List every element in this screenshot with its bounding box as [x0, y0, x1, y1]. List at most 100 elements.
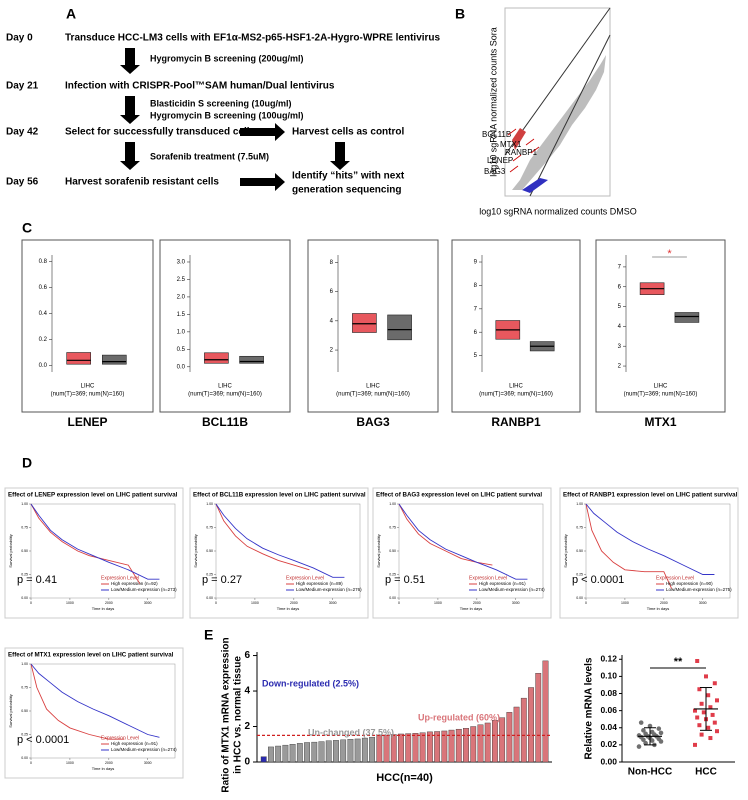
y-axis-label: Survival probability — [193, 534, 198, 568]
y-tick-label: 0.12 — [600, 654, 617, 664]
data-point — [697, 723, 702, 728]
survival-curve — [30, 663, 125, 740]
x-tick-label: 3000 — [144, 601, 152, 605]
chart-frame — [595, 239, 726, 413]
x-tick-label: 2000 — [290, 601, 298, 605]
x-tick-label: 1000 — [434, 601, 442, 605]
panel-label: B — [455, 6, 465, 22]
data-point — [712, 720, 717, 725]
y-tick-label: 0.75 — [576, 525, 583, 529]
gene-label: RANBP1 — [505, 148, 538, 157]
gene-name: RANBP1 — [491, 415, 541, 429]
survival-curve — [30, 663, 160, 738]
group-label: Down-regulated (2.5%) — [262, 678, 359, 688]
y-tick-label: 0.0 — [177, 364, 186, 370]
bar — [318, 741, 325, 763]
p-value: p = 0.51 — [385, 574, 425, 586]
y-tick-label: 4 — [618, 324, 622, 330]
gene-name: BCL11B — [202, 415, 248, 429]
data-point — [695, 715, 700, 720]
arrow — [120, 96, 140, 124]
x-axis-label: Time in days — [92, 766, 115, 771]
data-point — [693, 708, 697, 713]
treatment-text: Sorafenib treatment (7.5uM) — [150, 151, 269, 161]
chart-frame — [559, 487, 739, 619]
gene-pointer — [512, 154, 522, 162]
bar — [470, 726, 477, 763]
bar — [412, 733, 419, 763]
x-tick-label: 2000 — [105, 761, 113, 765]
chart-title: Effect of BCL11B expression level on LIH… — [193, 492, 366, 499]
box — [352, 313, 377, 333]
y-tick-label: 0.8 — [39, 259, 48, 265]
y-axis-label: Ratio of MTX1 mRNA expression — [221, 637, 232, 792]
y-axis-label: Survival probability — [563, 534, 568, 568]
count-label: (num(T)=369; num(N)=160) — [336, 392, 410, 398]
day-label: Day 0 — [6, 33, 33, 44]
gene-name: MTX1 — [644, 415, 676, 429]
cohort-label: LIHC — [654, 384, 668, 390]
x-tick-label: 3000 — [699, 601, 707, 605]
legend-title: Expression Level — [469, 575, 507, 581]
data-point — [695, 658, 700, 663]
data-point — [697, 687, 702, 692]
x-tick-label: 0 — [30, 761, 32, 765]
bar — [398, 733, 404, 763]
p-value: p < 0.0001 — [17, 734, 69, 746]
x-tick-label: 1000 — [251, 601, 259, 605]
y-tick-label: 0.08 — [600, 688, 617, 698]
cohort-label: LIHC — [81, 384, 95, 390]
y-tick-label: 2 — [330, 348, 334, 354]
y-tick-label: 6 — [474, 330, 478, 336]
box — [674, 312, 700, 323]
data-point — [656, 726, 662, 731]
y-axis-label: log10 sgRNA normalized counts Sora — [488, 27, 498, 177]
panel-label: A — [66, 6, 76, 22]
y-tick-label: 0.10 — [600, 671, 617, 681]
y-tick-label: 3 — [618, 344, 622, 350]
gene-label: MTX1 — [500, 140, 522, 149]
data-point — [715, 729, 719, 734]
bar — [275, 745, 282, 763]
data-point — [706, 693, 711, 698]
bar — [311, 741, 318, 763]
box — [204, 352, 229, 364]
bar — [426, 731, 433, 763]
y-tick-label: 0 — [244, 757, 250, 768]
survival-curve — [585, 503, 715, 575]
y-tick-label: 0.00 — [21, 596, 28, 600]
bar — [383, 734, 390, 763]
y-tick-label: 1.5 — [177, 312, 186, 318]
treatment-text: Hygromycin B screening (200ug/ml) — [150, 53, 304, 63]
bar — [369, 736, 375, 763]
bar — [282, 744, 289, 763]
survival-curve — [215, 503, 345, 578]
y-tick-label: 0.04 — [600, 722, 617, 732]
gene-label: BCL11B — [482, 130, 511, 139]
step-text: Select for successfully transduced cells — [65, 127, 256, 138]
step-text: Infection with CRISPR-Pool™SAM human/Dua… — [65, 81, 335, 92]
data-point — [701, 710, 706, 715]
x-tick-label: 3000 — [512, 601, 520, 605]
survival-curve — [215, 503, 310, 571]
count-label: (num(T)=369; num(N)=160) — [479, 392, 553, 398]
step-text: Harvest sorafenib resistant cells — [65, 177, 219, 188]
y-tick-label: 0.75 — [389, 525, 396, 529]
x-tick-label: 2000 — [105, 601, 113, 605]
data-point — [638, 720, 644, 725]
step-text: Transduce HCC-LM3 cells with EF1α-MS2-p6… — [65, 33, 441, 44]
box — [102, 354, 127, 365]
data-point — [636, 733, 642, 738]
data-point — [708, 736, 713, 741]
cohort-label: LIHC — [366, 384, 380, 390]
x-tick-label: Non-HCC — [628, 767, 672, 778]
y-tick-label: 0.02 — [600, 739, 617, 749]
y-tick-label: 0.00 — [600, 756, 617, 766]
y-tick-label: 6 — [244, 650, 250, 661]
legend-label: Low/Medium-expression (n=276) — [296, 587, 362, 592]
legend-label: Low/Medium-expression (n=275) — [666, 587, 732, 592]
bar — [448, 729, 455, 763]
arrow — [330, 142, 350, 170]
gene-label: BAG3 — [484, 167, 506, 176]
bar — [484, 722, 491, 763]
